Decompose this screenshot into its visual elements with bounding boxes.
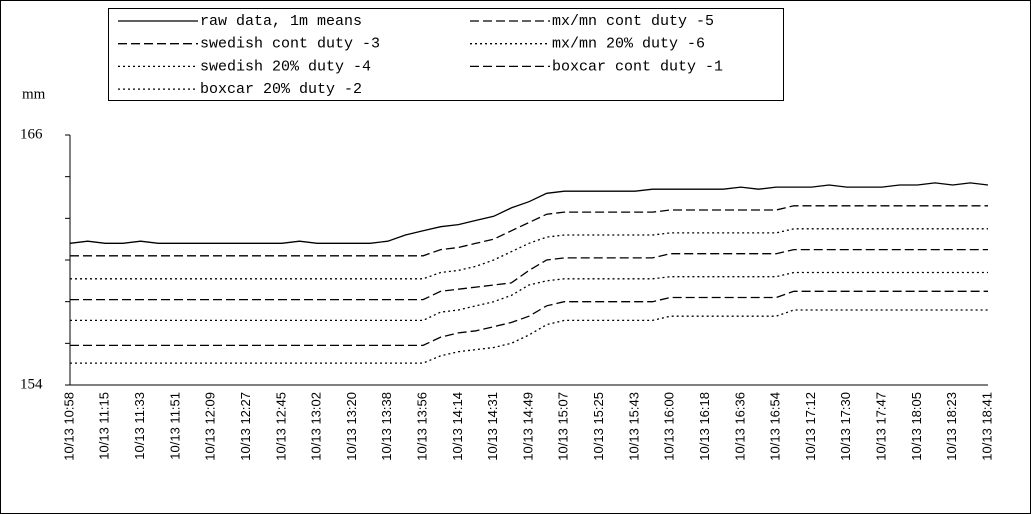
series-line [70,248,988,301]
x-tick-label: 10/13 17:30 [838,392,853,461]
x-tick-label: 10/13 16:36 [732,392,747,461]
legend-label: boxcar 20% duty -2 [200,81,362,98]
x-tick-label: 10/13 15:25 [591,392,606,461]
x-tick-label: 10/13 12:09 [203,392,218,461]
x-tick-label: 10/13 13:56 [415,392,430,461]
legend-label: mx/mn cont duty -5 [552,13,714,30]
legend-label: boxcar cont duty -1 [552,58,723,75]
x-tick-label: 10/13 17:47 [874,392,889,461]
x-tick-label: 10/13 17:12 [803,392,818,461]
x-tick-label: 10/13 15:43 [626,392,641,461]
legend-label: raw data, 1m means [200,13,362,30]
x-tick-label: 10/13 13:02 [309,392,324,461]
series-line [70,290,988,347]
y-tick-label: 166 [20,126,43,142]
y-tick-label: 154 [20,376,43,392]
x-tick-label: 10/13 13:38 [379,392,394,461]
x-tick-label: 10/13 11:51 [167,392,182,460]
x-tick-label: 10/13 14:31 [485,392,500,461]
x-tick-label: 10/13 13:20 [344,392,359,461]
x-tick-label: 10/13 16:54 [768,392,783,461]
x-tick-label: 10/13 12:27 [238,392,253,461]
series-line [69,182,989,244]
x-tick-label: 10/13 11:15 [97,392,112,460]
legend-label: swedish cont duty -3 [200,36,380,53]
series-line [70,228,988,280]
x-tick-label: 10/13 12:45 [273,392,288,461]
x-tick-label: 10/13 15:07 [556,392,571,461]
legend-label: swedish 20% duty -4 [200,58,371,75]
legend-label: mx/mn 20% duty -6 [552,36,705,53]
x-tick-label: 10/13 18:05 [909,392,924,461]
x-tick-label: 10/13 10:58 [61,392,76,461]
series-line [70,271,988,322]
legend-box [108,8,784,101]
x-tick-label: 10/13 14:14 [450,392,465,461]
y-axis-label: mm [22,86,46,102]
x-tick-label: 10/13 16:18 [697,392,712,461]
x-tick-label: 10/13 18:23 [944,392,959,461]
x-tick-label: 10/13 16:00 [662,392,677,461]
x-tick-label: 10/13 14:49 [520,392,535,461]
series-line [70,205,988,257]
x-tick-label: 10/13 11:33 [132,392,147,460]
x-tick-label: 10/13 18:41 [979,392,994,461]
